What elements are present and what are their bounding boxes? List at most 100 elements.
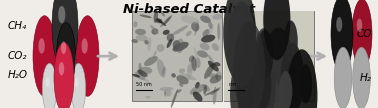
Ellipse shape xyxy=(161,12,165,17)
Bar xyxy=(132,11,222,101)
Ellipse shape xyxy=(71,63,86,108)
Ellipse shape xyxy=(164,90,166,97)
Ellipse shape xyxy=(153,10,158,23)
Ellipse shape xyxy=(203,85,207,95)
Ellipse shape xyxy=(156,44,164,52)
Ellipse shape xyxy=(177,75,189,84)
Ellipse shape xyxy=(353,47,370,108)
Ellipse shape xyxy=(177,89,181,93)
Ellipse shape xyxy=(262,27,295,108)
Ellipse shape xyxy=(204,89,220,96)
Ellipse shape xyxy=(195,57,201,68)
Ellipse shape xyxy=(58,6,65,23)
Ellipse shape xyxy=(208,61,219,71)
Ellipse shape xyxy=(135,72,146,80)
Ellipse shape xyxy=(179,83,183,87)
Ellipse shape xyxy=(212,14,223,20)
Text: CO: CO xyxy=(356,29,372,39)
Ellipse shape xyxy=(56,23,76,89)
Ellipse shape xyxy=(132,74,140,77)
Ellipse shape xyxy=(191,56,197,71)
Text: H₂O: H₂O xyxy=(8,70,28,79)
Ellipse shape xyxy=(147,37,151,51)
Ellipse shape xyxy=(132,39,138,43)
Ellipse shape xyxy=(151,28,158,35)
Ellipse shape xyxy=(233,21,265,108)
Ellipse shape xyxy=(171,89,178,108)
Ellipse shape xyxy=(191,22,199,32)
Ellipse shape xyxy=(144,56,158,66)
Ellipse shape xyxy=(164,16,171,25)
Ellipse shape xyxy=(190,84,206,95)
Ellipse shape xyxy=(257,30,273,79)
Ellipse shape xyxy=(223,0,256,81)
Ellipse shape xyxy=(208,55,214,64)
Ellipse shape xyxy=(180,15,199,24)
Ellipse shape xyxy=(76,16,99,96)
Ellipse shape xyxy=(208,21,212,29)
Text: CH₄: CH₄ xyxy=(8,21,27,31)
Ellipse shape xyxy=(189,55,194,62)
Ellipse shape xyxy=(139,15,152,18)
Ellipse shape xyxy=(352,0,372,69)
Text: Ni-based Catalyst: Ni-based Catalyst xyxy=(123,3,255,16)
Text: nm: nm xyxy=(228,82,236,87)
Ellipse shape xyxy=(193,91,203,102)
Ellipse shape xyxy=(203,84,210,91)
Ellipse shape xyxy=(357,18,362,32)
Ellipse shape xyxy=(200,16,211,23)
Ellipse shape xyxy=(144,40,149,45)
Ellipse shape xyxy=(334,47,352,108)
Ellipse shape xyxy=(243,10,256,48)
Ellipse shape xyxy=(217,23,220,40)
Ellipse shape xyxy=(204,63,215,79)
Ellipse shape xyxy=(279,71,292,108)
Ellipse shape xyxy=(210,75,222,83)
Ellipse shape xyxy=(208,73,217,78)
Ellipse shape xyxy=(253,57,271,108)
Ellipse shape xyxy=(82,38,88,54)
Bar xyxy=(224,11,314,101)
Ellipse shape xyxy=(164,89,172,96)
Ellipse shape xyxy=(215,73,218,81)
Ellipse shape xyxy=(227,2,256,87)
Ellipse shape xyxy=(201,35,215,43)
Bar xyxy=(224,11,314,101)
Ellipse shape xyxy=(187,64,192,80)
Ellipse shape xyxy=(217,71,222,78)
Ellipse shape xyxy=(286,49,318,108)
Ellipse shape xyxy=(162,67,166,75)
Ellipse shape xyxy=(187,62,194,73)
Ellipse shape xyxy=(59,62,64,75)
Text: H₂: H₂ xyxy=(360,73,372,83)
Ellipse shape xyxy=(336,17,342,32)
Ellipse shape xyxy=(153,51,157,58)
Ellipse shape xyxy=(173,40,180,49)
Ellipse shape xyxy=(46,77,50,87)
Ellipse shape xyxy=(197,50,208,58)
Ellipse shape xyxy=(157,59,166,78)
Ellipse shape xyxy=(42,63,57,108)
Ellipse shape xyxy=(171,73,176,78)
Ellipse shape xyxy=(75,77,79,87)
Ellipse shape xyxy=(331,0,353,72)
Ellipse shape xyxy=(167,34,174,42)
Ellipse shape xyxy=(61,41,66,54)
Ellipse shape xyxy=(230,59,254,108)
Ellipse shape xyxy=(54,43,74,108)
Ellipse shape xyxy=(274,41,290,88)
Ellipse shape xyxy=(284,21,298,62)
Ellipse shape xyxy=(176,39,184,53)
Ellipse shape xyxy=(194,21,199,36)
Ellipse shape xyxy=(163,30,170,35)
Ellipse shape xyxy=(254,28,273,82)
Ellipse shape xyxy=(145,96,151,98)
Ellipse shape xyxy=(263,0,290,60)
Ellipse shape xyxy=(237,40,268,108)
Ellipse shape xyxy=(139,67,152,74)
Ellipse shape xyxy=(33,16,56,96)
Ellipse shape xyxy=(140,75,150,84)
Ellipse shape xyxy=(299,64,312,103)
Ellipse shape xyxy=(195,82,200,89)
Ellipse shape xyxy=(167,39,172,48)
